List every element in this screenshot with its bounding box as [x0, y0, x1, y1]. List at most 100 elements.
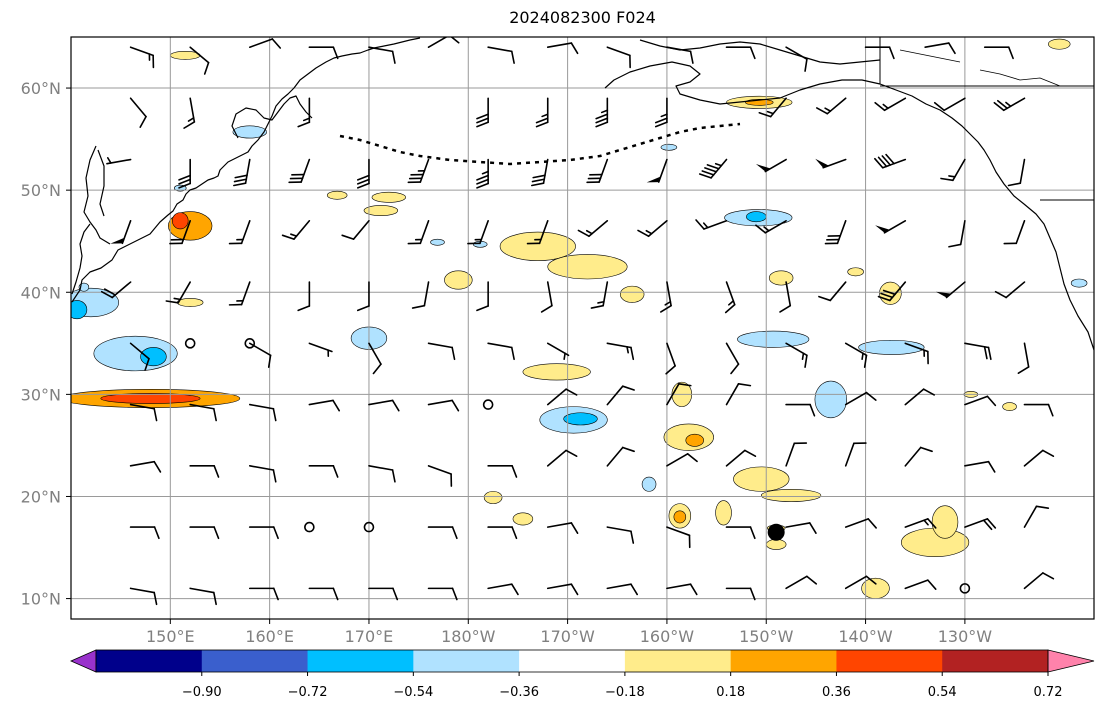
wind-barb [476, 97, 489, 128]
wind-barb [586, 158, 609, 184]
wind-barb [994, 281, 1026, 299]
latitude-labels: 10°N 20°N 30°N 40°N 50°N 60°N [21, 79, 71, 609]
wind-barb [844, 391, 877, 406]
wind-barb [531, 158, 549, 187]
wind-barb [940, 158, 966, 182]
wind-barb [308, 46, 339, 60]
wind-barb [844, 518, 877, 529]
colorbar-extend-high [1047, 649, 1095, 673]
wind-barb [844, 575, 877, 590]
wind-barb [189, 46, 210, 75]
colorbar-segment [413, 650, 520, 672]
wind-barb [467, 219, 489, 245]
longitude-tick-label: 150°E [146, 627, 195, 646]
wind-barb [785, 442, 808, 467]
latitude-tick-label: 10°N [21, 590, 61, 609]
wind-barb [725, 382, 752, 406]
shaded-area [1048, 38, 1071, 50]
shaded-area [176, 298, 204, 307]
wind-barb [646, 158, 668, 183]
wind-barb [248, 38, 282, 49]
wind-barb [904, 518, 937, 529]
shaded-area [660, 143, 678, 151]
wind-barb [818, 281, 847, 302]
map-frame [70, 36, 1095, 620]
colorbar-tick-label: −0.36 [499, 685, 539, 700]
shaded-area [931, 505, 959, 539]
wind-barb [933, 97, 966, 112]
shaded-area [737, 330, 810, 348]
wind-barb [297, 281, 311, 312]
wind-barb [169, 219, 191, 245]
colorbar-extend-low [70, 649, 97, 673]
wind-barb [308, 342, 333, 357]
colorbar-segment [836, 650, 943, 672]
wind-barb [904, 388, 935, 406]
asia-coastline [71, 37, 421, 303]
wind-barb [864, 46, 895, 60]
colorbar-segment [942, 650, 1049, 672]
shaded-area [768, 270, 794, 286]
japan-coast [71, 223, 91, 295]
wind-barb [228, 281, 251, 306]
colorbar-segment [730, 650, 837, 672]
wind-barb [725, 526, 756, 540]
wind-barb [308, 465, 339, 478]
wind-barb [165, 281, 191, 304]
wind-barb [779, 281, 792, 313]
shaded-area [483, 491, 503, 504]
wind-barb [248, 465, 277, 483]
north-america-rivers [899, 49, 1061, 87]
wind-barb [1023, 572, 1055, 590]
shaded-area [765, 539, 787, 550]
colorbar-tick-label: −0.90 [182, 685, 222, 700]
wind-barb [844, 442, 867, 467]
wind-barb [248, 403, 277, 422]
wind-barb [487, 46, 515, 64]
wind-barb [844, 342, 868, 368]
wind-barb [666, 46, 694, 64]
wind-barb [407, 219, 430, 245]
wind-barb [487, 465, 518, 478]
wind-barb [654, 97, 668, 128]
wind-barb [356, 281, 370, 312]
wind-barb [725, 342, 740, 375]
wind-barb [755, 219, 787, 234]
wind-barb [1003, 219, 1026, 245]
wind-barb [540, 281, 553, 313]
wind-barb [1017, 342, 1030, 374]
wind-barb [785, 403, 816, 417]
longitude-tick-label: 170°E [345, 627, 394, 646]
wind-barb [368, 465, 396, 483]
wind-barb [724, 281, 736, 314]
wind-barb [606, 583, 638, 596]
wind-barb [758, 97, 787, 118]
wind-barb [411, 281, 430, 309]
storm-center-marker [767, 523, 785, 541]
wind-barb [526, 219, 549, 245]
coastlines [71, 37, 1094, 351]
wind-barb [606, 385, 635, 406]
wind-barb [356, 158, 370, 189]
wind-barb [427, 526, 458, 540]
wind-barb [178, 158, 191, 189]
calm-wind-circle [959, 583, 971, 594]
longitude-tick-label: 160°E [245, 627, 294, 646]
wind-barb [595, 97, 609, 128]
wind-barb [666, 526, 691, 549]
shaded-area [140, 347, 167, 367]
calm-wind-circle [304, 521, 315, 533]
graticule [71, 37, 1094, 619]
sakhalin-kurils [83, 145, 111, 245]
wind-barb [698, 158, 728, 179]
shaded-area [733, 466, 790, 492]
wind-barb [874, 153, 907, 169]
wind-barb [815, 97, 847, 115]
shaded-area [619, 285, 645, 303]
wind-barb [824, 219, 847, 245]
aleutian-islands [339, 122, 741, 166]
marker-layer [184, 338, 971, 594]
wind-barb [129, 587, 158, 606]
shaded-area [673, 510, 687, 524]
